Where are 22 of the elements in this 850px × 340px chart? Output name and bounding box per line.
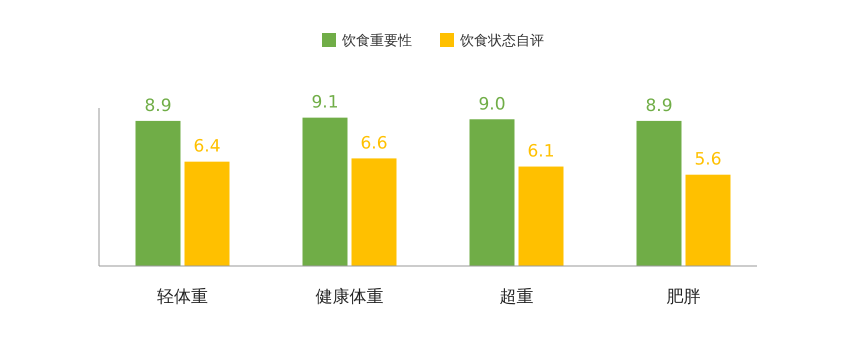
x-tick-label: 健康体重	[316, 287, 384, 307]
bar	[352, 158, 396, 266]
data-label: 9.0	[478, 94, 506, 114]
data-label: 6.6	[360, 133, 388, 154]
data-label: 9.1	[311, 92, 339, 113]
bar	[686, 174, 730, 266]
data-label: 8.9	[144, 96, 172, 116]
x-tick-label: 轻体重	[157, 287, 208, 307]
legend-label: 饮食重要性	[341, 33, 412, 49]
x-tick-label: 肥胖	[666, 287, 700, 307]
bar	[184, 162, 230, 266]
x-tick-label: 超重	[500, 287, 534, 307]
data-label: 8.9	[645, 96, 673, 116]
data-label: 6.4	[193, 136, 221, 157]
data-label: 6.1	[527, 142, 555, 162]
bar	[518, 166, 564, 266]
bar	[470, 119, 514, 266]
legend-label: 饮食状态自评	[459, 33, 544, 49]
bar	[636, 120, 682, 266]
data-label: 5.6	[694, 150, 722, 170]
bar	[302, 118, 348, 266]
bar	[136, 120, 180, 266]
